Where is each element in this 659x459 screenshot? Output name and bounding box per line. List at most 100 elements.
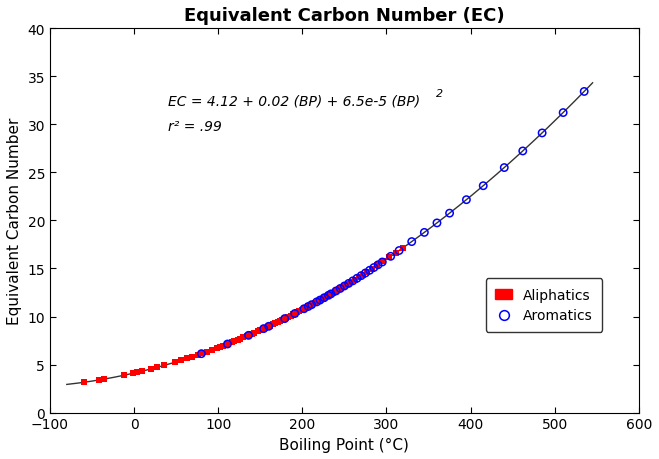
Point bbox=[320, 294, 330, 301]
Text: r² = .99: r² = .99 bbox=[168, 119, 221, 133]
Point bbox=[353, 274, 364, 281]
Point bbox=[303, 303, 314, 310]
Point bbox=[499, 164, 509, 172]
Point bbox=[243, 332, 254, 339]
Point bbox=[352, 275, 362, 282]
Point bbox=[335, 285, 345, 292]
Point bbox=[310, 300, 320, 307]
Point bbox=[246, 330, 257, 338]
Point bbox=[292, 309, 302, 316]
Point bbox=[297, 307, 307, 314]
Point bbox=[346, 279, 357, 286]
Point bbox=[373, 262, 384, 269]
Point bbox=[579, 89, 589, 96]
Point bbox=[265, 322, 275, 330]
Point bbox=[343, 280, 354, 287]
Point bbox=[347, 278, 358, 285]
Point bbox=[331, 288, 341, 295]
Point bbox=[238, 334, 248, 341]
Point bbox=[368, 264, 379, 272]
Point bbox=[255, 327, 266, 334]
Point bbox=[301, 304, 311, 312]
Point bbox=[159, 362, 169, 369]
Point bbox=[258, 325, 269, 333]
Point bbox=[328, 290, 338, 297]
Point bbox=[252, 328, 263, 335]
Point bbox=[197, 350, 208, 357]
Point bbox=[336, 285, 347, 292]
Text: 2: 2 bbox=[436, 89, 443, 99]
Point bbox=[258, 325, 268, 333]
Point bbox=[243, 332, 254, 339]
Point bbox=[159, 362, 169, 369]
Point bbox=[288, 311, 299, 319]
Point bbox=[193, 352, 204, 359]
Point bbox=[398, 244, 409, 252]
Point bbox=[378, 258, 388, 266]
Point bbox=[212, 345, 222, 352]
Point bbox=[315, 297, 326, 304]
Point bbox=[349, 276, 360, 284]
Point bbox=[233, 336, 244, 343]
Point bbox=[537, 130, 548, 137]
Point bbox=[362, 269, 372, 276]
Point bbox=[407, 238, 417, 246]
Point bbox=[196, 350, 207, 358]
Point bbox=[94, 376, 104, 384]
Point bbox=[78, 379, 89, 386]
Point bbox=[283, 313, 293, 321]
Point bbox=[384, 254, 394, 262]
Point bbox=[242, 333, 252, 340]
Point bbox=[215, 343, 225, 351]
Point bbox=[299, 305, 309, 313]
Point bbox=[207, 347, 217, 354]
Point bbox=[229, 338, 239, 345]
Point bbox=[386, 253, 396, 260]
Point bbox=[367, 265, 378, 273]
Point bbox=[326, 291, 336, 298]
Point bbox=[343, 280, 353, 288]
Title: Equivalent Carbon Number (EC): Equivalent Carbon Number (EC) bbox=[184, 7, 505, 25]
Point bbox=[323, 292, 333, 299]
Point bbox=[222, 341, 233, 348]
Point bbox=[274, 318, 285, 325]
Point bbox=[312, 298, 323, 306]
X-axis label: Boiling Point (°C): Boiling Point (°C) bbox=[279, 437, 409, 452]
Point bbox=[294, 308, 304, 315]
Point bbox=[187, 353, 198, 361]
Point bbox=[277, 317, 287, 324]
Point bbox=[306, 302, 316, 309]
Point bbox=[235, 336, 245, 343]
Point bbox=[176, 357, 186, 364]
Point bbox=[339, 283, 350, 290]
Point bbox=[289, 310, 300, 318]
Point bbox=[262, 323, 273, 330]
Point bbox=[119, 372, 129, 379]
Point bbox=[312, 299, 322, 306]
Point bbox=[268, 321, 278, 328]
Point bbox=[279, 315, 290, 323]
Y-axis label: Equivalent Carbon Number: Equivalent Carbon Number bbox=[7, 118, 22, 325]
Point bbox=[260, 325, 271, 332]
Legend: Aliphatics, Aromatics: Aliphatics, Aromatics bbox=[486, 278, 602, 332]
Point bbox=[315, 297, 326, 304]
Point bbox=[182, 355, 192, 362]
Point bbox=[299, 305, 309, 313]
Point bbox=[364, 267, 375, 274]
Point bbox=[289, 310, 300, 318]
Point bbox=[444, 210, 455, 218]
Point bbox=[128, 370, 138, 377]
Point bbox=[227, 339, 237, 346]
Point bbox=[264, 323, 274, 330]
Point bbox=[152, 364, 162, 371]
Point bbox=[99, 375, 109, 383]
Point bbox=[146, 365, 156, 373]
Point bbox=[478, 183, 488, 190]
Point bbox=[270, 320, 281, 327]
Point bbox=[339, 283, 350, 290]
Point bbox=[319, 294, 330, 302]
Point bbox=[281, 314, 292, 322]
Point bbox=[372, 262, 382, 269]
Point bbox=[419, 229, 430, 236]
Point bbox=[303, 303, 314, 310]
